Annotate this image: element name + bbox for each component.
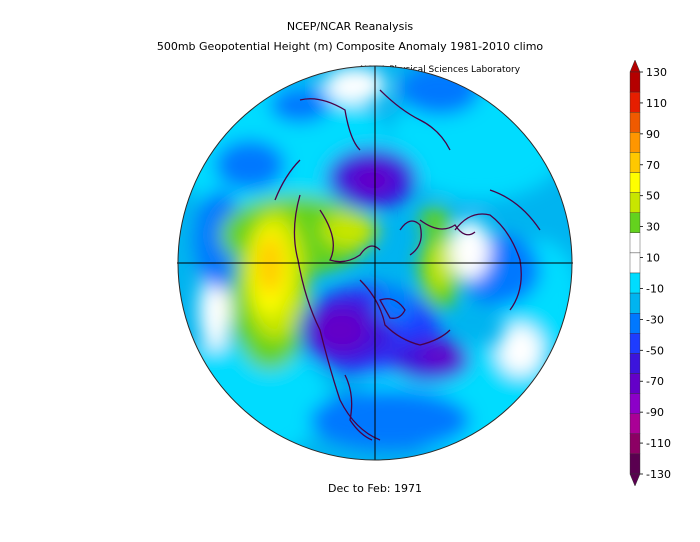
colorbar-swatch [629,71,641,93]
colorbar-swatch [629,413,641,435]
colorbar-swatch [629,453,641,475]
coastlines [274,89,541,441]
colorbar-tick-label: 90 [646,128,660,141]
colorbar-tick-label: 50 [646,190,660,203]
colorbar-swatch [629,111,641,133]
colorbar-swatch [629,313,641,334]
colorbar-swatch [629,152,641,173]
colorbar-swatch [629,192,641,213]
colorbar-swatch [629,333,641,354]
colorbar-swatch [629,212,641,233]
colorbar: 130 110 90 70 50 30 10 -10 -30 -50 -70 -90 -110 -130 [629,59,671,487]
title-line-1: NCEP/NCAR Reanalysis [286,20,414,33]
title-line-2: 500mb Geopotential Height (m) Composite … [156,40,544,53]
colorbar-swatch [629,172,641,193]
anomaly-field [178,66,572,460]
colorbar-tick-label: 10 [646,252,660,265]
colorbar-arrow-bottom [629,473,641,487]
colorbar-tick-label: -50 [646,344,664,357]
colorbar-swatch [629,232,641,254]
colorbar-swatch [629,373,641,394]
colorbar-swatch [629,272,641,294]
colorbar-arrow-top [629,59,641,73]
period-label: Dec to Feb: 1971 [328,482,422,495]
colorbar-swatch [629,353,641,374]
map-boundary [177,65,573,461]
colorbar-swatch [629,393,641,414]
colorbar-tick-label: 30 [646,221,660,234]
colorbar-tick-label: -10 [646,282,664,295]
colorbar-tick-label: -130 [646,468,671,481]
colorbar-tick-label: -70 [646,375,664,388]
colorbar-swatch [629,132,641,153]
colorbar-swatch [629,292,641,314]
colorbar-tick-label: -110 [646,437,671,450]
colorbar-swatch [629,91,641,113]
colorbar-tick-label: 110 [646,97,667,110]
colorbar-swatch [629,433,641,455]
colorbar-tick-label: -30 [646,313,664,326]
credit-label: NOAA Physical Sciences Laboratory [360,65,521,75]
colorbar-swatch [629,252,641,274]
colorbar-tick-label: -90 [646,406,664,419]
colorbar-tick-label: 70 [646,159,660,172]
colorbar-tick-label: 130 [646,66,667,79]
